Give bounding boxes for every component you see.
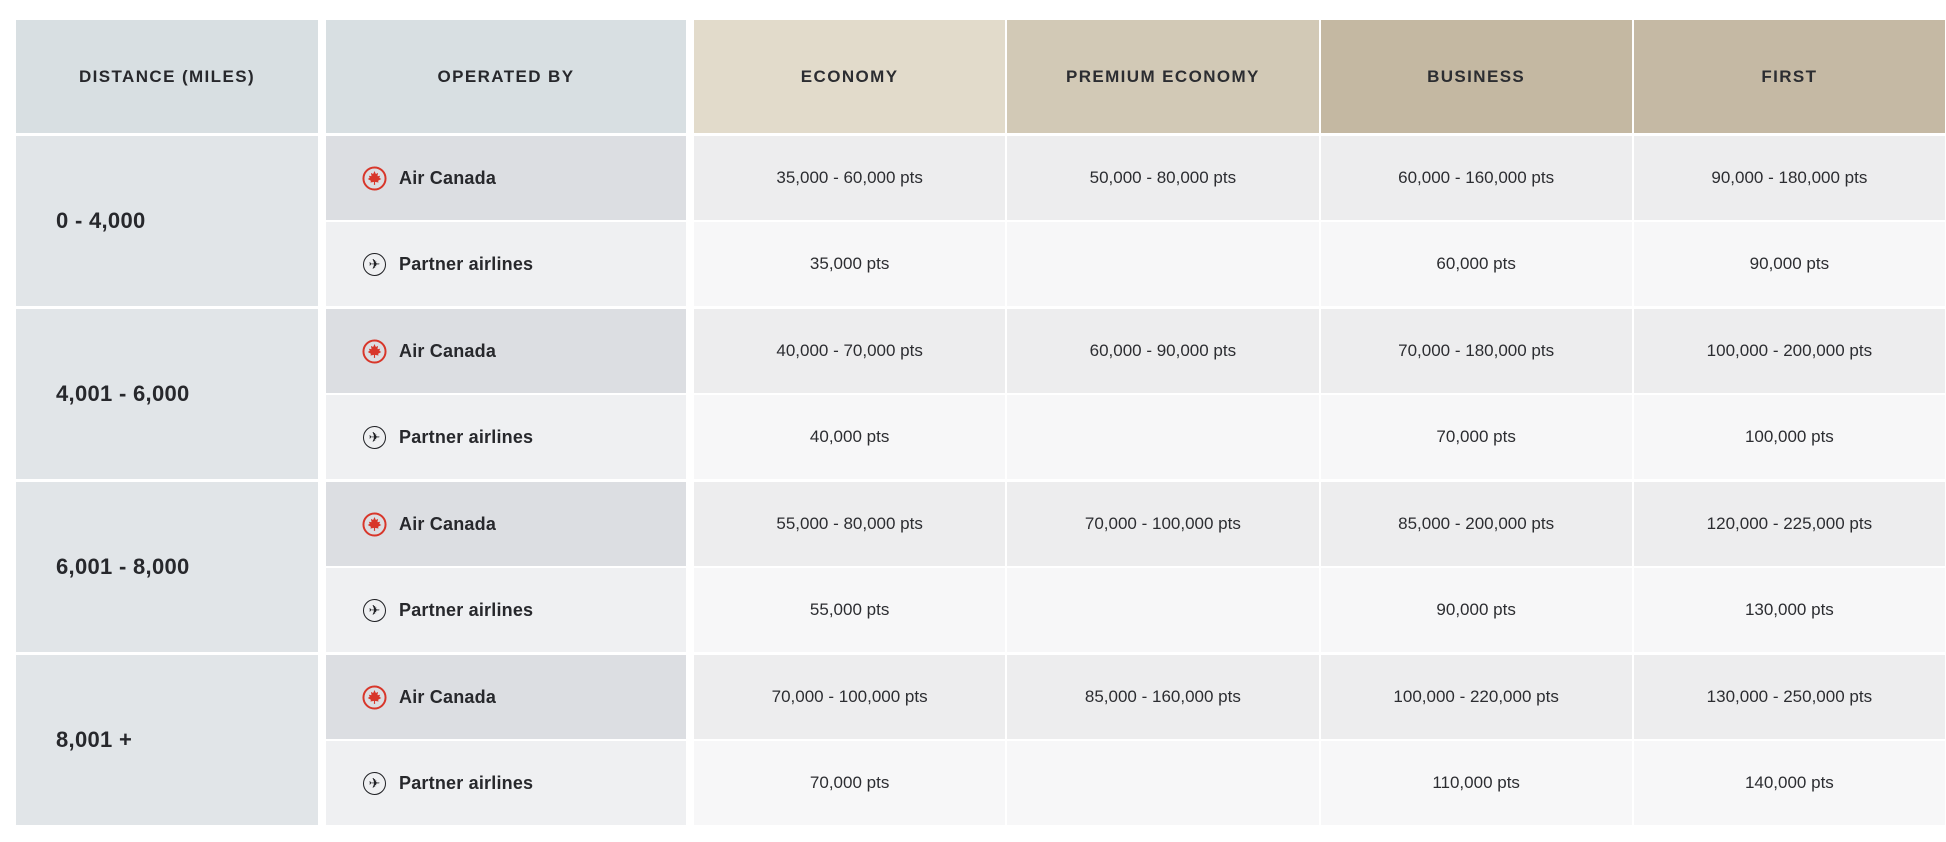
points-business: 85,000 - 200,000 pts	[1320, 482, 1632, 566]
header-business: BUSINESS	[1320, 20, 1632, 133]
operator-label: Partner airlines	[399, 426, 534, 447]
air-canada-row: Air Canada 35,000 - 60,000 pts 50,000 - …	[326, 136, 1945, 220]
points-first: 100,000 pts	[1633, 395, 1945, 479]
points-premium-economy: 70,000 - 100,000 pts	[1007, 482, 1319, 566]
operator-cell-partner: ✈ Partner airlines	[326, 568, 686, 652]
partner-airlines-row: ✈ Partner airlines 35,000 pts 60,000 pts…	[326, 222, 1945, 306]
partner-airlines-row: ✈ Partner airlines 70,000 pts 110,000 pt…	[326, 741, 1945, 825]
points-first: 140,000 pts	[1633, 741, 1945, 825]
distance-label: 0 - 4,000	[16, 136, 318, 306]
partner-airplane-icon: ✈	[362, 425, 387, 450]
air-canada-maple-leaf-icon	[362, 684, 387, 710]
points-first: 120,000 - 225,000 pts	[1633, 482, 1945, 566]
operator-label: Partner airlines	[399, 772, 534, 793]
distance-group-4001-6000: 4,001 - 6,000 Air Canada 40,000 - 70,000…	[16, 309, 1945, 479]
points-first: 130,000 pts	[1633, 568, 1945, 652]
table-header-row: DISTANCE (MILES) OPERATED BY ECONOMY PRE…	[16, 20, 1945, 133]
points-first: 130,000 - 250,000 pts	[1633, 655, 1945, 739]
partner-airplane-icon: ✈	[362, 771, 387, 796]
air-canada-maple-leaf-icon	[362, 338, 387, 364]
air-canada-maple-leaf-icon	[362, 511, 387, 537]
operator-label: Air Canada	[399, 167, 497, 188]
points-premium-economy: 50,000 - 80,000 pts	[1007, 136, 1319, 220]
points-premium-economy	[1007, 568, 1319, 652]
partner-airlines-row: ✈ Partner airlines 40,000 pts 70,000 pts…	[326, 395, 1945, 479]
operator-cell-air-canada: Air Canada	[326, 136, 686, 220]
points-economy: 70,000 - 100,000 pts	[694, 655, 1006, 739]
points-business: 100,000 - 220,000 pts	[1320, 655, 1632, 739]
airplane-glyph: ✈	[363, 771, 386, 795]
points-economy: 55,000 - 80,000 pts	[694, 482, 1006, 566]
operator-cell-partner: ✈ Partner airlines	[326, 741, 686, 825]
points-premium-economy	[1007, 222, 1319, 306]
operator-cell-partner: ✈ Partner airlines	[326, 395, 686, 479]
partner-airplane-icon: ✈	[362, 598, 387, 623]
operator-label: Partner airlines	[399, 253, 534, 274]
distance-group-6001-8000: 6,001 - 8,000 Air Canada 55,000 - 80,000…	[16, 482, 1945, 652]
operator-label: Partner airlines	[399, 599, 534, 620]
operator-label: Air Canada	[399, 513, 497, 534]
air-canada-maple-leaf-icon	[362, 165, 387, 191]
points-economy: 40,000 - 70,000 pts	[694, 309, 1006, 393]
airplane-glyph: ✈	[363, 425, 386, 449]
points-business: 60,000 pts	[1320, 222, 1632, 306]
points-premium-economy	[1007, 741, 1319, 825]
header-premium-economy: PREMIUM ECONOMY	[1007, 20, 1319, 133]
points-business: 60,000 - 160,000 pts	[1320, 136, 1632, 220]
operator-label: Air Canada	[399, 686, 497, 707]
header-economy: ECONOMY	[694, 20, 1006, 133]
airplane-glyph: ✈	[363, 598, 386, 622]
points-business: 110,000 pts	[1320, 741, 1632, 825]
points-premium-economy	[1007, 395, 1319, 479]
points-economy: 35,000 pts	[694, 222, 1006, 306]
points-first: 90,000 pts	[1633, 222, 1945, 306]
points-premium-economy: 60,000 - 90,000 pts	[1007, 309, 1319, 393]
points-business: 70,000 pts	[1320, 395, 1632, 479]
partner-airplane-icon: ✈	[362, 252, 387, 277]
distance-group-8001-plus: 8,001 + Air Canada 70,000 - 100,000 pts …	[16, 655, 1945, 825]
airplane-glyph: ✈	[363, 252, 386, 276]
distance-group-0-4000: 0 - 4,000 Air Canada 35,000 - 60,000 pts…	[16, 136, 1945, 306]
air-canada-row: Air Canada 55,000 - 80,000 pts 70,000 - …	[326, 482, 1945, 566]
header-operated-by: OPERATED BY	[326, 20, 686, 133]
operator-cell-partner: ✈ Partner airlines	[326, 222, 686, 306]
operator-cell-air-canada: Air Canada	[326, 482, 686, 566]
points-business: 90,000 pts	[1320, 568, 1632, 652]
partner-airlines-row: ✈ Partner airlines 55,000 pts 90,000 pts…	[326, 568, 1945, 652]
points-economy: 35,000 - 60,000 pts	[694, 136, 1006, 220]
air-canada-row: Air Canada 40,000 - 70,000 pts 60,000 - …	[326, 309, 1945, 393]
header-first: FIRST	[1633, 20, 1945, 133]
header-distance: DISTANCE (MILES)	[16, 20, 318, 133]
points-first: 100,000 - 200,000 pts	[1633, 309, 1945, 393]
operator-label: Air Canada	[399, 340, 497, 361]
points-business: 70,000 - 180,000 pts	[1320, 309, 1632, 393]
points-first: 90,000 - 180,000 pts	[1633, 136, 1945, 220]
points-premium-economy: 85,000 - 160,000 pts	[1007, 655, 1319, 739]
award-points-table: DISTANCE (MILES) OPERATED BY ECONOMY PRE…	[16, 20, 1945, 825]
points-economy: 55,000 pts	[694, 568, 1006, 652]
distance-label: 8,001 +	[16, 655, 318, 825]
distance-label: 4,001 - 6,000	[16, 309, 318, 479]
points-economy: 70,000 pts	[694, 741, 1006, 825]
distance-label: 6,001 - 8,000	[16, 482, 318, 652]
operator-cell-air-canada: Air Canada	[326, 655, 686, 739]
operator-cell-air-canada: Air Canada	[326, 309, 686, 393]
points-economy: 40,000 pts	[694, 395, 1006, 479]
air-canada-row: Air Canada 70,000 - 100,000 pts 85,000 -…	[326, 655, 1945, 739]
